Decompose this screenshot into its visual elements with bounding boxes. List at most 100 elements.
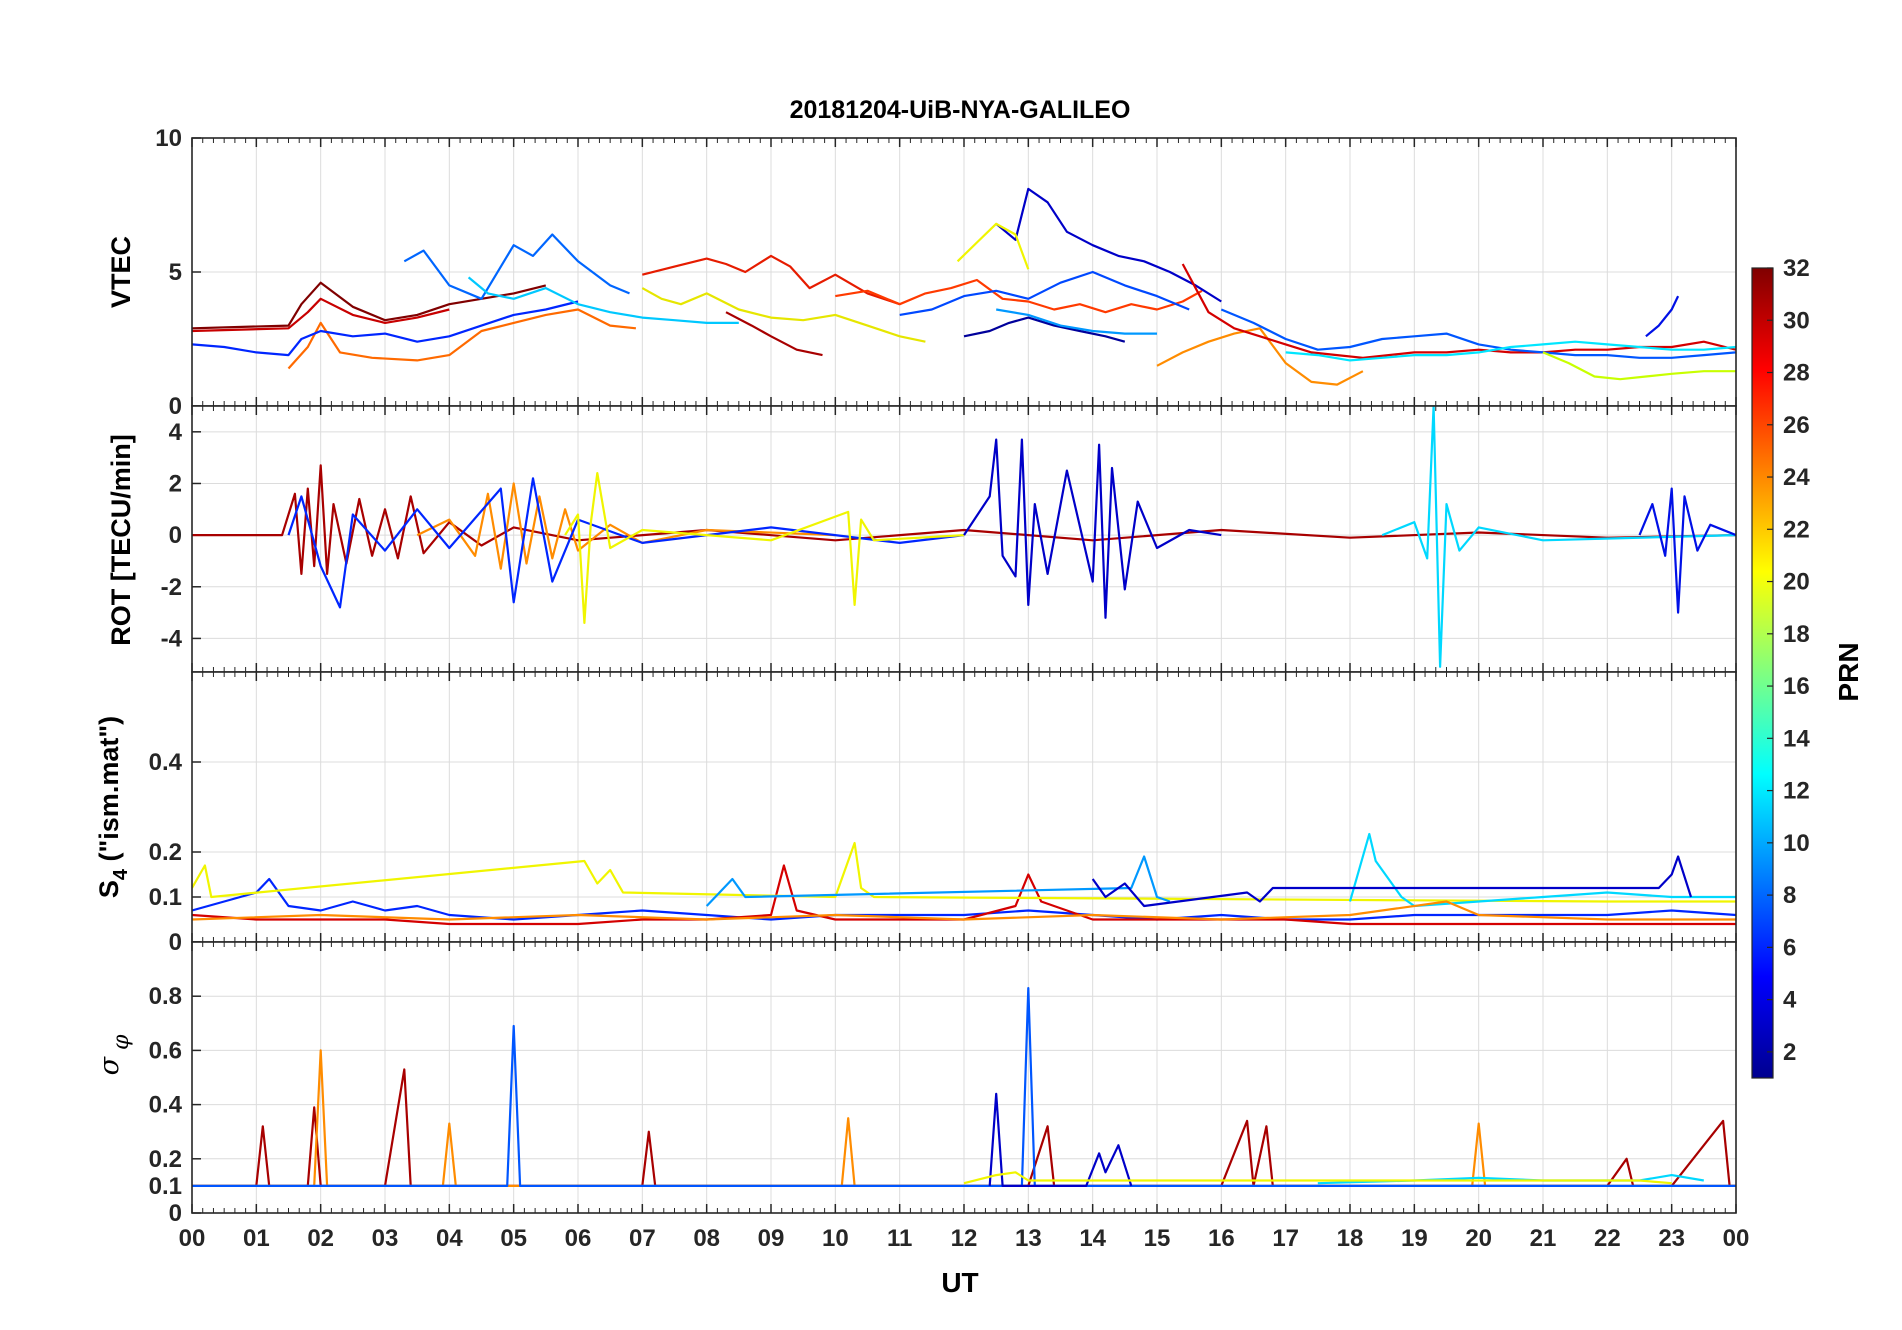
y-tick-label: 4 <box>169 419 183 446</box>
series-line-prn-3 <box>1091 855 1693 908</box>
series-line-prn-6 <box>899 270 1190 316</box>
y-tick-label: 0.4 <box>149 1092 183 1119</box>
y-tick-label: 0.1 <box>149 884 182 911</box>
x-tick-label: 07 <box>629 1225 656 1252</box>
x-tick-label: 12 <box>951 1225 978 1252</box>
series-line-prn-4 <box>1638 487 1736 614</box>
series-line-prn-7 <box>1220 308 1736 359</box>
series-line-prn-3 <box>988 1092 1133 1188</box>
colorbar-tick-label: 26 <box>1783 412 1810 439</box>
x-tick-label: 00 <box>1723 1225 1750 1252</box>
colorbar-tick-label: 30 <box>1783 307 1810 334</box>
y-tick-label: 0.2 <box>149 839 182 866</box>
y-axis-label: VTEC <box>106 236 136 308</box>
x-tick-label: 13 <box>1015 1225 1042 1252</box>
series-line-prn-24 <box>1156 327 1364 386</box>
x-tick-label: 17 <box>1272 1225 1299 1252</box>
series-line-prn-4 <box>1645 295 1680 338</box>
series-line-prn-24 <box>192 900 1736 921</box>
series-line-prn-11 <box>705 855 1171 907</box>
series-group <box>192 187 1736 386</box>
series-line-prn-3 <box>995 187 1222 303</box>
y-tick-label: 0 <box>169 393 182 420</box>
x-tick-label: 21 <box>1530 1225 1557 1252</box>
colorbar-tick-label: 20 <box>1783 569 1810 596</box>
series-line-prn-28 <box>642 254 901 306</box>
y-tick-label: 10 <box>155 125 182 152</box>
y-tick-label: 0.8 <box>149 983 182 1010</box>
x-tick-label: 20 <box>1465 1225 1492 1252</box>
series-group <box>192 986 1736 1188</box>
series-line-prn-31 <box>192 281 547 330</box>
series-line-prn-14 <box>1285 340 1736 362</box>
series-line-prn-19 <box>564 472 965 625</box>
series-line-prn-2 <box>963 316 1126 343</box>
x-tick-label: 11 <box>887 1225 912 1252</box>
y-tick-label: -2 <box>161 574 182 601</box>
x-tick-label: 08 <box>693 1225 720 1252</box>
series-line-prn-11 <box>996 308 1157 335</box>
series-line-prn-23 <box>287 308 637 370</box>
x-tick-label: 09 <box>758 1225 785 1252</box>
colorbar-tick-label: 12 <box>1783 778 1810 805</box>
series-line-prn-19 <box>956 222 1030 270</box>
colorbar-tick-label: 8 <box>1783 882 1796 909</box>
x-tick-label: 03 <box>372 1225 399 1252</box>
figure-title: 20181204-UiB-NYA-GALILEO <box>790 96 1131 124</box>
colorbar-tick-label: 18 <box>1783 621 1810 648</box>
x-tick-labels: 00 01 02 03 04 05 06 07 08 09 10 11 12 13 14 15 16 17 18 19… <box>179 1225 1750 1252</box>
x-tick-label: 02 <box>307 1225 334 1252</box>
series-line-prn-5 <box>192 300 579 357</box>
x-tick-label: 01 <box>243 1225 270 1252</box>
colorbar-tick-label: 16 <box>1783 673 1810 700</box>
x-tick-label: 00 <box>179 1225 206 1252</box>
y-tick-label: 0 <box>169 929 182 956</box>
y-tick-label: -4 <box>161 625 183 652</box>
y-tick-label: 0.1 <box>149 1173 182 1200</box>
series-group <box>192 832 1736 926</box>
y-tick-label: 0.4 <box>149 749 183 776</box>
panel-frame <box>191 941 1737 1214</box>
colorbar-tick-label: 24 <box>1783 464 1810 491</box>
y-tick-label: 2 <box>169 470 182 497</box>
y-axis-label: σ φ <box>94 1034 134 1075</box>
series-line-prn-5 <box>287 477 965 609</box>
colorbar-tick-label: 2 <box>1783 1039 1796 1066</box>
colorbar-tick-label: 10 <box>1783 830 1810 857</box>
panel-3: 0 0.1 0.2 0.4 S4 ("ism.mat") <box>94 671 1737 956</box>
y-tick-label: 0.6 <box>149 1037 182 1064</box>
colorbar-tick-label: 6 <box>1783 934 1796 961</box>
x-tick-label: 04 <box>436 1225 463 1252</box>
x-tick-label: 23 <box>1658 1225 1685 1252</box>
colorbar-label: PRN <box>1833 642 1864 701</box>
y-axis-label: S4 ("ism.mat") <box>94 716 132 898</box>
series-line-prn-18 <box>1542 351 1736 381</box>
series-line-prn-3 <box>963 438 1222 619</box>
y-tick-label: 5 <box>169 259 182 286</box>
series-line-prn-19 <box>963 1171 1672 1185</box>
series-line-prn-20 <box>641 287 926 343</box>
series-line-prn-27 <box>192 297 450 333</box>
x-tick-label: 10 <box>822 1225 849 1252</box>
x-tick-label: 15 <box>1144 1225 1171 1252</box>
colorbar-tick-label: 22 <box>1783 516 1810 543</box>
colorbar-tick-label: 4 <box>1783 987 1797 1014</box>
y-axis-label: ROT [TECU/min] <box>106 434 136 645</box>
y-tick-label: 0.2 <box>149 1146 182 1173</box>
x-tick-label: 06 <box>565 1225 592 1252</box>
y-tick-label: 0 <box>169 1200 182 1227</box>
y-tick-label: 0 <box>169 522 182 549</box>
x-tick-label: 16 <box>1208 1225 1235 1252</box>
colorbar-gradient <box>1751 267 1774 1079</box>
colorbar-tick-label: 14 <box>1783 725 1810 752</box>
series-line-prn-30 <box>725 311 823 357</box>
x-tick-label: 18 <box>1337 1225 1364 1252</box>
series-line-prn-7 <box>192 986 1736 1188</box>
x-axis-label: UT <box>941 1267 978 1298</box>
series-line-prn-5 <box>192 877 1736 921</box>
series-group <box>192 406 1736 668</box>
colorbar-tick-label: 32 <box>1783 255 1810 282</box>
colorbar-tick-label: 28 <box>1783 360 1810 387</box>
